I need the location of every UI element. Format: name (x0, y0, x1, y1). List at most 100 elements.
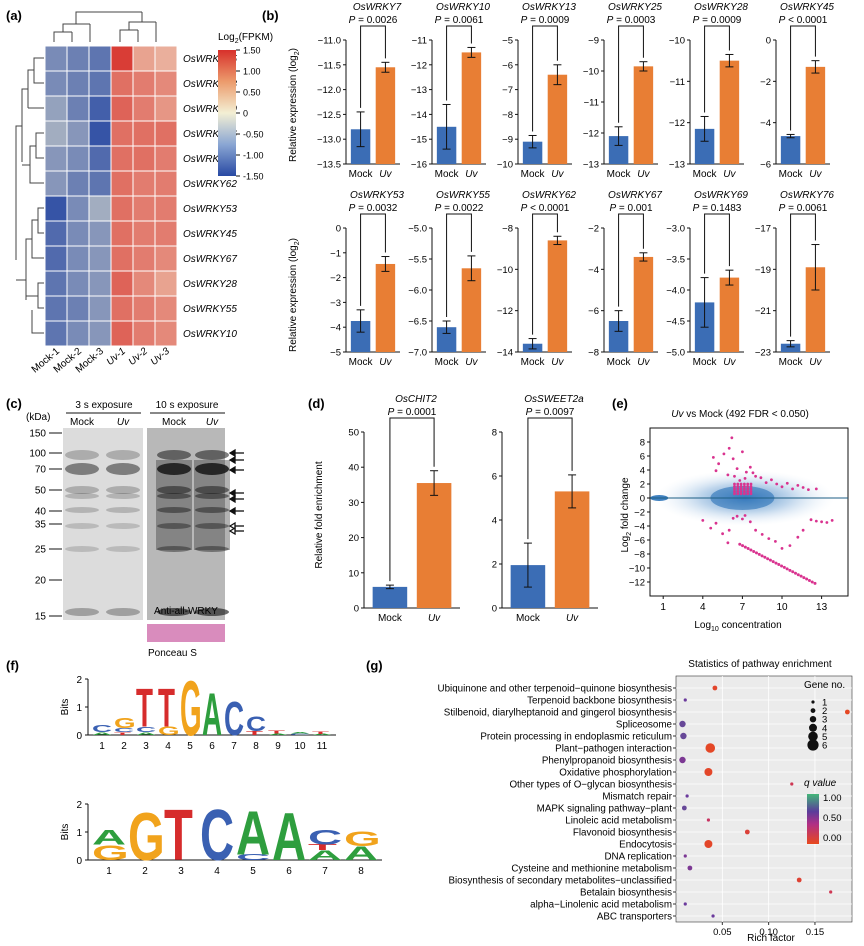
ma-point-cluster (742, 482, 746, 486)
ma-point-down (767, 537, 771, 540)
ma-x-tick-label: 10 (776, 602, 788, 613)
b-bar (547, 74, 568, 164)
heatmap-cell (44, 120, 68, 147)
ma-point-diagonal (746, 547, 750, 551)
heatmap-cell (44, 220, 68, 247)
b-y-tick-label: −15 (411, 135, 427, 146)
panel-label-c: (c) (6, 396, 22, 411)
ma-point-up (748, 465, 752, 469)
heatmap-row-label: OsWRKY67 (183, 254, 237, 265)
ma-point-cluster (739, 482, 743, 486)
blot-band (106, 507, 140, 513)
d-bar (372, 586, 408, 608)
band-arrow-head (228, 455, 236, 465)
d-y-tick-label: 30 (348, 498, 359, 509)
enrichment-panel-bg (675, 675, 853, 923)
logo-x-tick-label: 8 (358, 866, 364, 877)
pathway-dot (683, 902, 687, 906)
pathway-dot (829, 890, 833, 894)
heatmap-cell (132, 145, 156, 172)
ma-point-diagonal (768, 558, 772, 562)
motif-letter-A: A (136, 732, 156, 736)
band-arrow-head (228, 488, 236, 498)
b-significance-bracket (360, 213, 386, 306)
heatmap-row-label: OsWRKY55 (183, 304, 237, 315)
size-legend-dot (809, 723, 817, 732)
ma-point-cluster (742, 485, 746, 488)
d-chart: OsSWEET2a 0 2 4 6 8 Mock Uv P = 0.0097 (492, 394, 598, 624)
b-category-label: Mock (693, 357, 718, 368)
ma-point-down (714, 521, 718, 525)
panel-label-b: (b) (262, 8, 279, 23)
b-y-tick-label: −5.0 (408, 224, 427, 235)
p-value-text: < 0.0001 (527, 203, 569, 214)
blot-band (106, 486, 140, 494)
pathway-dot (706, 818, 711, 822)
ma-point-diagonal (777, 563, 781, 567)
b-ylabel-row2: Relative expression (log2) (288, 238, 301, 352)
heatmap-cell (44, 320, 68, 347)
logo-y-tick-label: 0 (76, 856, 82, 867)
heatmap-cell (44, 45, 68, 72)
ma-y-tick-label: −2 (634, 508, 645, 519)
b-y-tick-label: −11.5 (318, 60, 341, 71)
b-chart: OsWRKY25 −9 −10 −11 −12 −13 Mock Uv P = 0.0003 (583, 2, 663, 180)
p-value-text: = 0.0026 (355, 15, 397, 26)
b-category-label: Mock (521, 169, 546, 180)
size-legend-label: 5 (822, 732, 827, 743)
ma-point-down (814, 519, 818, 523)
b-y-tick-label: −16 (411, 160, 427, 171)
ma-point-down (727, 528, 731, 532)
ladder-label: 70 (35, 465, 47, 476)
ladder-label: 50 (35, 486, 47, 497)
ma-point-diagonal (799, 574, 803, 578)
b-significance-bracket (704, 213, 730, 274)
blot-band (195, 450, 229, 460)
b-bar (547, 240, 568, 352)
heatmap-cell (110, 95, 134, 122)
size-legend-label: 3 (822, 715, 827, 726)
heatmap-cell (88, 120, 112, 147)
d-category-label: Uv (428, 613, 441, 624)
ma-point-up (801, 486, 805, 489)
ma-point-up (717, 462, 721, 466)
heatmap-cell (44, 270, 68, 297)
blot-band (65, 523, 99, 529)
d-p-value: P = 0.0097 (526, 407, 575, 418)
b-category-label: Mock (779, 169, 804, 180)
b-category-label: Uv (637, 169, 650, 180)
motif-letter-G: G (92, 841, 129, 865)
b-p-value: P = 0.0061 (779, 203, 828, 214)
legend-tick-label: -0.50 (243, 130, 264, 140)
motif-letter-G: G (180, 666, 202, 753)
panel-label-d: (d) (308, 396, 325, 411)
band-arrows (228, 448, 244, 536)
ma-point-up (731, 457, 735, 461)
b-y-tick-label: −4 (588, 265, 599, 276)
b-category-label: Mock (607, 357, 632, 368)
enrichment-x-tick-label: 0.05 (713, 927, 732, 938)
band-arrow-head (228, 526, 236, 536)
ma-point-diagonal (780, 564, 784, 568)
b-bar (719, 277, 740, 352)
heatmap-cell (132, 70, 156, 97)
ma-point-diagonal (791, 570, 795, 574)
p-symbol: P (435, 203, 442, 214)
ma-point-cluster (736, 482, 740, 486)
motif-letter-C: C (136, 726, 156, 734)
pathway-label: Ubiquinone and other terpenoid−quinone b… (438, 684, 673, 695)
ma-point-diagonal (743, 545, 747, 549)
heatmap-cell (88, 170, 112, 197)
logo-x-tick-label: 1 (99, 741, 105, 752)
logo-x-tick-label: 4 (214, 866, 220, 877)
ma-point-diagonal (754, 551, 758, 555)
blot-smear (194, 460, 230, 550)
ma-point-diagonal (749, 548, 753, 552)
heatmap-row-labels: OsWRKY25 OsWRKY13 OsWRKY69 OsWRKY76 OsWRKY7 O… (183, 54, 237, 340)
band-arrow-head (228, 448, 236, 458)
b-chart: OsWRKY69 −3.0 −3.5 −4.0 −4.5 −5.0 Mock Uv P = 0.… (666, 190, 748, 368)
d-y-tick-label: 2 (492, 560, 497, 571)
heatmap-cell (44, 295, 68, 322)
motif-letter-T: T (312, 731, 329, 735)
